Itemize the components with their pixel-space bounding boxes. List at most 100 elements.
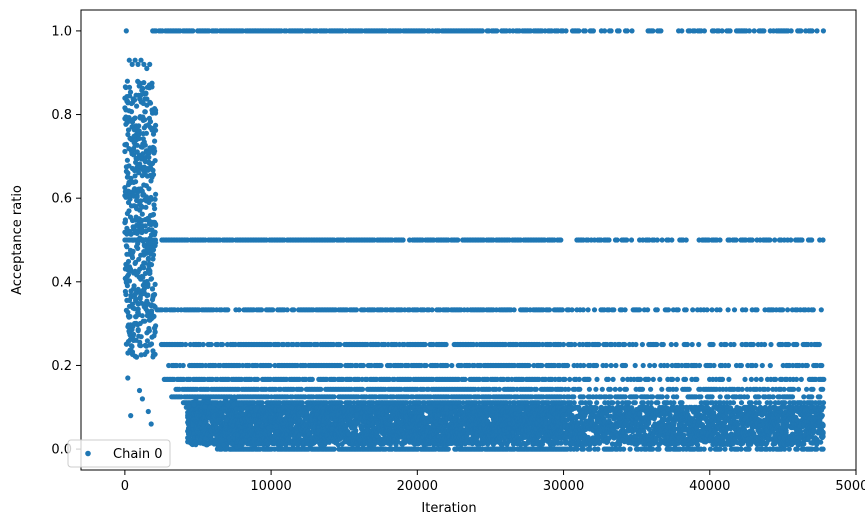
band-point (627, 446, 633, 452)
band-point (622, 362, 629, 369)
band-point (225, 307, 231, 313)
band-point (719, 376, 726, 382)
band-point (762, 341, 768, 348)
band-point (761, 28, 767, 34)
band-point (785, 307, 791, 313)
band-point (744, 394, 751, 400)
band-point (581, 362, 587, 369)
band-point (717, 394, 723, 400)
band-point (742, 376, 748, 382)
band-point (331, 446, 337, 452)
band-point (648, 400, 655, 406)
band-point (236, 307, 242, 313)
band-point (722, 446, 728, 452)
band-point (650, 28, 656, 34)
band-point (767, 362, 773, 369)
band-point (567, 376, 573, 382)
band-point (299, 400, 305, 406)
band-point (659, 394, 665, 400)
band-point (654, 237, 660, 243)
band-point (624, 237, 630, 243)
band-point (698, 394, 704, 400)
band-point (798, 376, 804, 382)
band-point (754, 307, 760, 313)
band-point (608, 28, 614, 34)
band-point (645, 376, 652, 382)
band-point (655, 400, 661, 406)
band-point (748, 400, 754, 406)
band-point (809, 28, 815, 34)
band-point (622, 341, 628, 348)
band-point (580, 307, 586, 313)
band-point (773, 376, 779, 382)
band-point (770, 394, 776, 400)
band-point (799, 237, 805, 243)
band-point (259, 307, 265, 313)
band-point (710, 341, 716, 348)
band-point (462, 376, 468, 382)
band-point (606, 237, 612, 243)
band-point (659, 237, 665, 243)
band-point (753, 376, 759, 382)
band-point (659, 386, 665, 392)
band-point (563, 28, 569, 34)
band-point (580, 394, 587, 400)
band-point (621, 446, 627, 452)
band-point (626, 400, 632, 406)
band-point (455, 237, 461, 243)
band-point (429, 307, 435, 313)
band-point (546, 307, 553, 313)
band-point (686, 386, 692, 392)
band-point (219, 341, 226, 348)
band-point (628, 237, 635, 243)
band-point (633, 394, 640, 400)
band-point (611, 307, 617, 313)
band-point (620, 376, 626, 382)
band-point (731, 307, 738, 313)
band-point (804, 386, 810, 392)
band-point (610, 376, 616, 382)
band-point (624, 28, 630, 34)
band-point (650, 376, 656, 382)
band-point (696, 362, 703, 369)
band-point (664, 362, 671, 369)
band-point (444, 362, 450, 369)
band-point (679, 400, 685, 406)
band-point (684, 341, 691, 348)
band-point (809, 237, 815, 243)
band-point (562, 376, 568, 382)
band-point (765, 386, 771, 392)
band-point (804, 362, 810, 369)
band-point (267, 362, 273, 369)
band-point (746, 28, 753, 34)
band-point (594, 400, 600, 406)
band-point (560, 341, 567, 348)
band-point (337, 341, 343, 348)
band-point (738, 362, 745, 369)
band-point (711, 362, 717, 369)
band-point (605, 376, 611, 382)
band-point (585, 307, 591, 313)
band-point (809, 394, 815, 400)
band-point (400, 237, 406, 243)
band-point (795, 386, 802, 392)
band-point (622, 307, 628, 313)
band-point (632, 362, 638, 369)
band-point (738, 446, 744, 452)
band-point (816, 341, 822, 348)
band-point (565, 386, 572, 392)
band-point (725, 307, 731, 313)
band-point (623, 386, 630, 392)
band-point (670, 376, 676, 382)
data-points-layer (122, 28, 827, 452)
band-point (690, 307, 696, 313)
band-point (665, 307, 672, 313)
band-point (423, 362, 429, 369)
band-point (756, 394, 762, 400)
band-point (810, 307, 816, 313)
band-point (794, 341, 800, 348)
band-point (496, 386, 502, 392)
band-point (767, 400, 774, 406)
band-point (602, 28, 608, 34)
